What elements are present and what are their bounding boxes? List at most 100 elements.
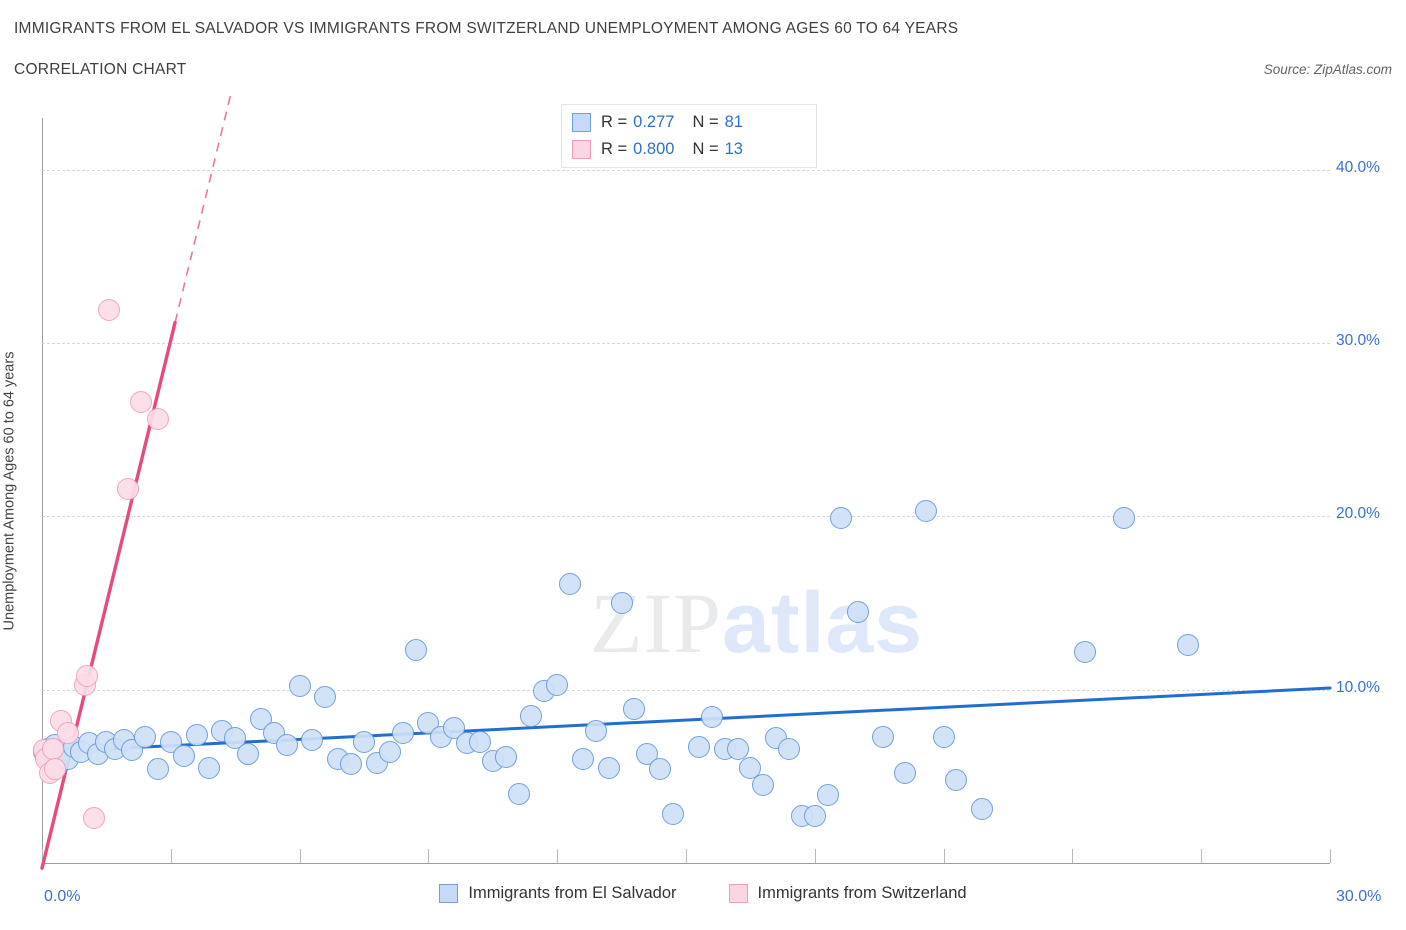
scatter-point (932, 725, 955, 748)
x-axis-max-label: 30.0% (1336, 888, 1382, 905)
scatter-point (546, 673, 569, 696)
scatter-point (597, 756, 620, 779)
y-axis-line (42, 118, 43, 863)
x-tick (1330, 849, 1331, 863)
scatter-point (43, 758, 66, 781)
pink-trendline-extension (174, 93, 232, 323)
plot-area: ZIPatlas (33, 93, 1332, 870)
y-axis-title: Unemployment Among Ages 60 to 64 years (0, 118, 20, 863)
x-tick (557, 849, 559, 863)
scatter-point (739, 756, 762, 779)
pink-n-key: N = (692, 139, 719, 158)
y-axis-title-text: Unemployment Among Ages 60 to 64 years (1, 351, 18, 630)
x-axis-line (42, 863, 1330, 864)
scatter-point (915, 500, 938, 523)
x-tick (170, 849, 172, 863)
scatter-point (803, 805, 826, 828)
scatter-point (224, 727, 247, 750)
legend-swatch-icon (439, 884, 459, 903)
blue-r-key: R = (601, 112, 628, 131)
scatter-point (391, 722, 414, 745)
pink-n-value: 13 (724, 139, 743, 158)
scatter-point (816, 784, 839, 807)
scatter-point (237, 742, 260, 765)
scatter-point (700, 706, 723, 729)
scatter-point (378, 741, 401, 764)
scatter-point (494, 746, 517, 769)
x-tick (943, 849, 945, 863)
trendlines (40, 93, 1332, 870)
scatter-point (301, 728, 324, 751)
x-tick (299, 849, 301, 863)
scatter-point (82, 806, 105, 829)
scatter-point (172, 744, 195, 767)
blue-n-value: 81 (724, 112, 743, 131)
scatter-point (971, 798, 994, 821)
pink-r-key: R = (601, 139, 628, 158)
scatter-point (275, 734, 298, 757)
x-tick (686, 849, 687, 863)
gridline (42, 343, 1330, 345)
scatter-point (134, 725, 157, 748)
trendline (40, 686, 1332, 754)
blue-swatch-icon (572, 112, 591, 132)
scatter-point (649, 758, 672, 781)
pink-swatch-icon (572, 139, 591, 159)
source-label: Source: ZipAtlas.com (1263, 62, 1392, 77)
gridline (42, 689, 1330, 691)
x-tick (814, 849, 816, 863)
x-axis-min-label: 0.0% (44, 888, 81, 905)
x-tick (428, 849, 430, 863)
scatter-point (314, 685, 337, 708)
watermark-atlas: atlas (722, 575, 924, 671)
scatter-point (520, 704, 543, 727)
stats-row-blue: R = 0.277 N = 81 (572, 110, 747, 134)
scatter-point (829, 507, 852, 530)
x-tick (1072, 849, 1074, 863)
scatter-point (610, 592, 633, 615)
scatter-point (945, 768, 968, 791)
page-subtitle: CORRELATION CHART (14, 61, 187, 78)
legend-item-switzerland[interactable]: Immigrants from Switzerland (728, 884, 967, 903)
scatter-point (129, 391, 152, 414)
scatter-point (468, 730, 491, 753)
gridline (42, 516, 1330, 518)
scatter-point (76, 664, 99, 687)
scatter-point (623, 697, 646, 720)
scatter-point (726, 737, 749, 760)
legend-item-el-salvador[interactable]: Immigrants from El Salvador (439, 884, 677, 903)
scatter-point (116, 477, 139, 500)
scatter-point (146, 408, 169, 431)
y-tick-label: 40.0% (1336, 158, 1380, 176)
scatter-point (662, 803, 685, 826)
scatter-point (185, 723, 208, 746)
legend-label: Immigrants from Switzerland (757, 884, 967, 902)
stats-legend: R = 0.277 N = 81 R = 0.800 N = 13 (561, 104, 817, 168)
stats-row-pink: R = 0.800 N = 13 (572, 137, 747, 161)
scatter-point (288, 675, 311, 698)
gridline (42, 169, 1330, 171)
scatter-point (872, 725, 895, 748)
watermark: ZIPatlas (590, 573, 923, 673)
scatter-point (752, 774, 775, 797)
scatter-point (846, 600, 869, 623)
series-legend: Immigrants from El Salvador Immigrants fr… (0, 884, 1406, 903)
blue-r-value: 0.277 (633, 112, 675, 131)
scatter-point (584, 720, 607, 743)
scatter-point (353, 730, 375, 753)
pink-r-value: 0.800 (633, 139, 675, 158)
scatter-point (1074, 640, 1097, 663)
y-tick-label: 20.0% (1336, 505, 1380, 523)
scatter-point (56, 722, 79, 745)
trendline (40, 320, 177, 870)
legend-label: Immigrants from El Salvador (468, 884, 677, 902)
y-tick-label: 10.0% (1336, 678, 1380, 696)
y-tick-label: 30.0% (1336, 332, 1380, 350)
legend-swatch-icon (728, 884, 748, 903)
scatter-point (559, 573, 582, 596)
scatter-point (404, 638, 427, 661)
x-tick (1201, 849, 1203, 863)
scatter-point (1177, 633, 1200, 656)
watermark-zip: ZIP (590, 575, 722, 671)
scatter-point (198, 756, 221, 779)
